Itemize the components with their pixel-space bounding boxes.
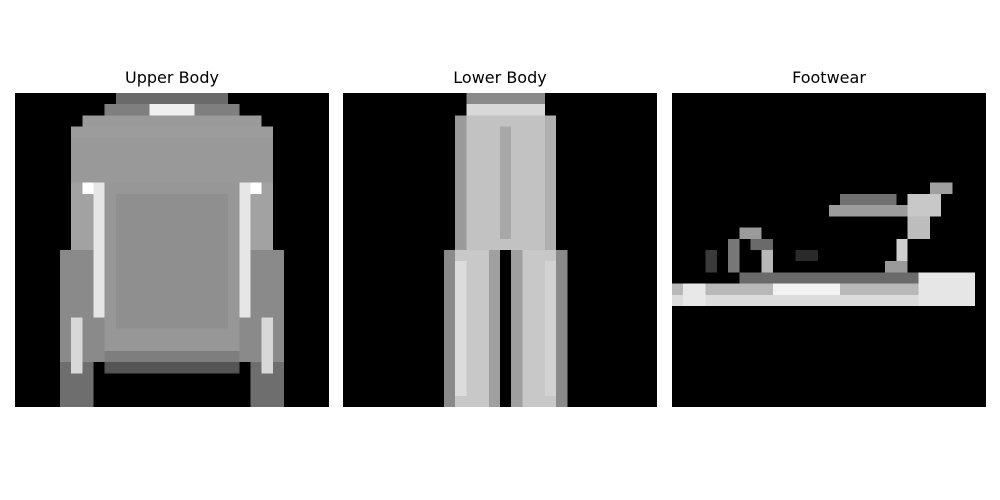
trousers-image: [343, 93, 657, 407]
panel-title: Lower Body: [453, 68, 547, 87]
sandal-image: [672, 93, 986, 407]
long-sleeve-top-image: [15, 93, 329, 407]
panel-title: Footwear: [792, 68, 866, 87]
panel-title: Upper Body: [125, 68, 219, 87]
